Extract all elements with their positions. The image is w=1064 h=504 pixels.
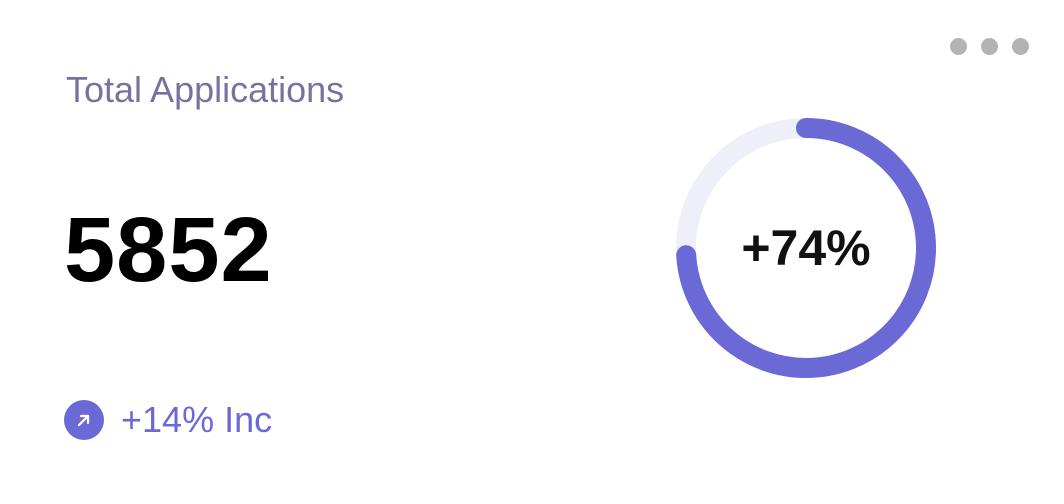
more-options-icon[interactable] <box>950 38 1029 55</box>
progress-ring-fill <box>676 118 936 378</box>
trend-text: +14% Inc <box>121 399 273 440</box>
total-value: 5852 <box>64 199 273 301</box>
card-title: Total Applications <box>66 69 345 110</box>
arrow-up-right-icon <box>64 400 104 440</box>
progress-ring-label: +74% <box>741 220 871 276</box>
trend-indicator: +14% Inc <box>64 398 272 442</box>
progress-ring: +74% <box>664 106 948 390</box>
menu-dot <box>950 38 967 55</box>
menu-dot <box>1012 38 1029 55</box>
menu-dot <box>981 38 998 55</box>
